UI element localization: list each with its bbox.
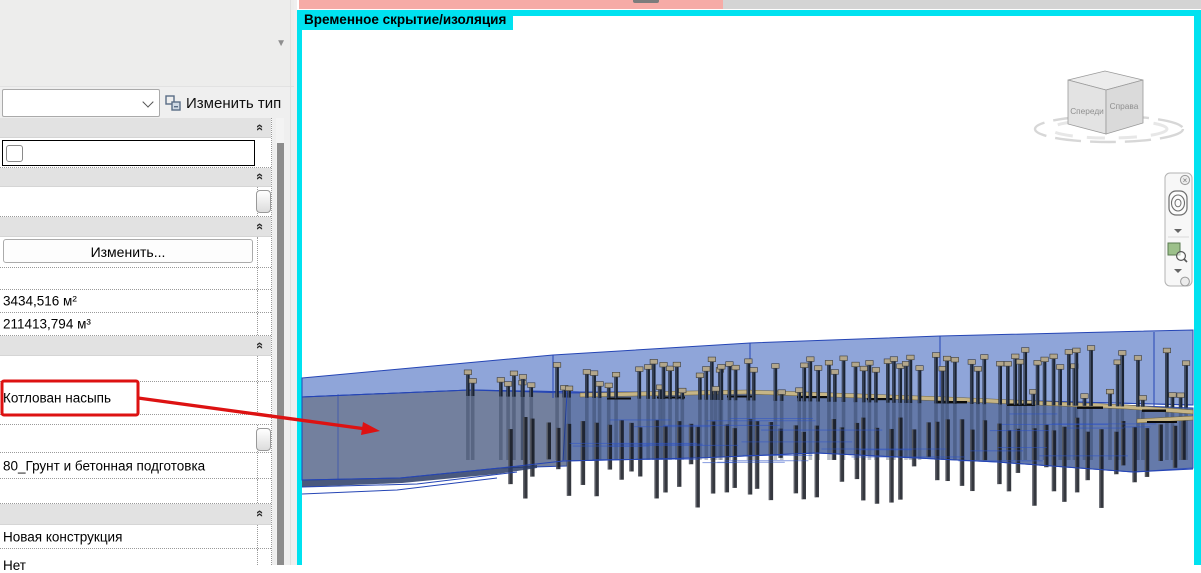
nav-bar-extra-icon[interactable] (1180, 276, 1190, 287)
temporary-hide-isolate-banner: Временное скрытие/изоляция (300, 10, 514, 30)
edit-type-label: Изменить тип (186, 94, 282, 112)
area-value: 3434,516 м² (3, 293, 77, 309)
viewcube-compass-inner (1049, 118, 1169, 140)
piles-above-volume[interactable] (463, 345, 1191, 408)
collapse-icon: « (252, 123, 268, 131)
checkbox[interactable] (6, 144, 23, 162)
zoom-extents-icon[interactable] (1167, 242, 1181, 256)
section-header[interactable]: « (0, 118, 271, 138)
chevron-down-icon (142, 96, 154, 108)
excavation-value: Котлован насыпь (3, 390, 111, 406)
focused-value-cell[interactable] (2, 140, 255, 166)
property-row-empty[interactable] (0, 187, 271, 217)
chevron-down-icon[interactable] (1174, 269, 1182, 273)
property-row-empty[interactable] (0, 479, 271, 504)
edit-type-button[interactable]: Изменить тип (165, 90, 281, 116)
browse-button[interactable] (256, 428, 271, 451)
edit-type-icon (165, 95, 181, 111)
property-row-area[interactable]: 3434,516 м² (0, 290, 271, 313)
type-select-combobox[interactable] (2, 89, 160, 117)
properties-panel: ▼ Изменить тип « « « Изме (0, 0, 297, 573)
collapse-icon: « (252, 509, 268, 518)
tab-strip-background (723, 0, 1201, 9)
viewcube-front-label: Спереди (1070, 106, 1104, 116)
property-row-empty[interactable] (0, 425, 271, 453)
type-preview-pane[interactable]: ▼ (0, 0, 294, 87)
scrollbar-thumb[interactable] (277, 143, 284, 565)
close-icon[interactable] (1179, 174, 1191, 186)
property-row-material[interactable]: 80_Грунт и бетонная подготовка (0, 453, 271, 479)
property-row-volume[interactable]: 211413,794 м³ (0, 313, 271, 336)
navigation-bar[interactable]: × (1164, 172, 1193, 287)
edit-button[interactable]: Изменить... (3, 239, 253, 263)
material-value: 80_Грунт и бетонная подготовка (3, 458, 206, 473)
type-selector-bar: Изменить тип (0, 88, 297, 118)
phase-value: Новая конструкция (3, 529, 123, 544)
collapse-icon: « (252, 341, 268, 349)
chevron-down-icon[interactable] (1174, 229, 1182, 233)
viewcube-right-label: Справа (1110, 101, 1139, 111)
property-row-checkbox (0, 138, 271, 168)
viewcube[interactable]: Спереди Справа (1033, 70, 1185, 144)
property-row-edit: Изменить... (0, 237, 271, 268)
piles-below-volume[interactable] (508, 417, 1186, 508)
svg-text:×: × (1183, 176, 1188, 185)
browse-button[interactable] (256, 190, 271, 213)
property-row-excavation[interactable]: Котлован насыпь (0, 382, 271, 415)
collapse-icon: « (252, 222, 268, 230)
volume-value: 211413,794 м³ (3, 316, 91, 332)
property-row-empty[interactable] (0, 415, 271, 425)
panel-divider (290, 0, 291, 565)
collapse-icon: « (252, 172, 268, 181)
demolished-value: Нет (3, 558, 26, 573)
view-tab-strip (297, 0, 1201, 10)
chevron-down-icon: ▼ (276, 38, 286, 49)
viewcube-right-face[interactable] (1105, 79, 1144, 135)
property-row-demolished[interactable]: Нет (0, 549, 271, 573)
view-tab-highlight (299, 0, 723, 9)
properties-grid: « « « Изменить... 3434,516 м² 211413,794… (0, 118, 272, 573)
section-header[interactable]: « (0, 217, 271, 237)
section-header[interactable]: « (0, 336, 271, 356)
tab-grip (633, 0, 659, 3)
section-header[interactable]: « (0, 504, 271, 525)
property-row-phase[interactable]: Новая конструкция (0, 525, 271, 549)
drawing-area[interactable]: Временное скрытие/изоляция (297, 0, 1201, 565)
section-header[interactable]: « (0, 168, 271, 187)
model-view-canvas[interactable]: Спереди Справа × (297, 10, 1201, 565)
property-row-empty[interactable] (0, 356, 271, 382)
property-row-empty[interactable] (0, 268, 271, 290)
